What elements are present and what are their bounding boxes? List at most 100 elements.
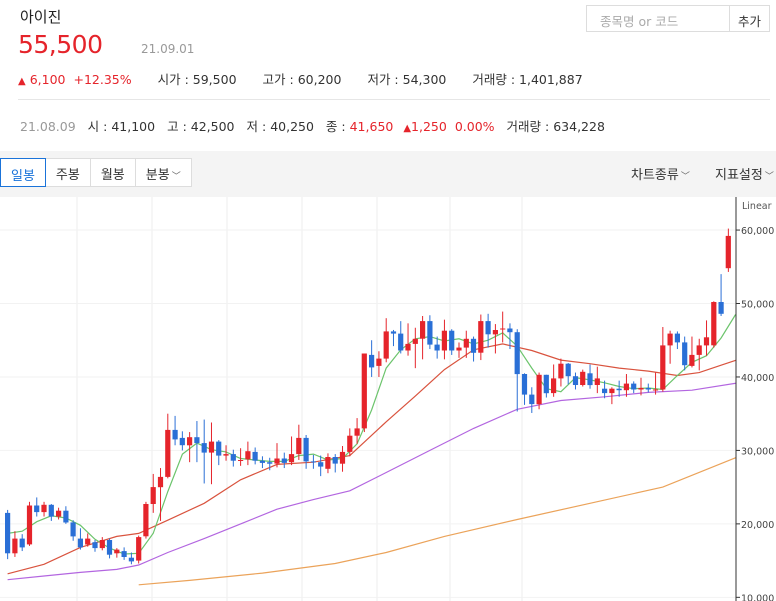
change-up-icon: ▲ [403,123,412,134]
prev-volume: 634,228 [553,119,605,134]
candle-body [703,337,710,346]
ma20-line [7,343,744,575]
candle-body [56,510,62,517]
y-tick-label: 50,000 [741,300,774,311]
candle-body [99,540,105,549]
candlestick-chart[interactable]: Linear 60,000 50,000 40,000 30,000 20,000 10,0… [0,197,776,601]
candle-body [347,435,353,452]
low-value: 54,300 [402,72,447,87]
tab-daily[interactable]: 일봉 [0,158,46,187]
candle-body [718,302,724,314]
prev-close-label: 종 [325,119,338,134]
prev-high-label: 고 [167,119,179,134]
candle-body [172,429,178,440]
price-change: 6,100 [29,72,66,87]
candle-body [434,344,440,351]
candle-body [5,512,11,554]
prev-open: 41,100 [111,119,156,134]
candle-body [383,331,389,359]
candle-body [136,537,142,561]
candle-body [696,345,702,355]
candle-body [623,383,629,391]
candle-body [652,389,659,391]
candle-body [230,454,236,461]
price-axis-background [736,197,776,601]
candle-body [150,487,156,504]
y-tick-label: 10,000 [741,593,774,601]
indicator-label: 지표설정 [715,168,763,183]
candle-body [106,540,113,555]
tab-minute[interactable]: 분봉 ﹀ [134,159,191,186]
candle-body [318,462,324,467]
candle-body [194,437,200,444]
candle-body [121,551,127,557]
stock-search-input[interactable]: 종목명 or 코드 [586,5,730,32]
candle-body [26,505,33,545]
price-change-pct: +12.35% [73,72,132,87]
add-stock-button[interactable]: 추가 [730,5,770,32]
price-stats: ▲ 6,100 +12.35% 시가 : 59,500 고가 : 60,200 … [18,69,583,88]
candle-body [361,353,367,429]
candle-body [63,510,69,523]
candle-body [259,460,265,463]
candle-body [179,437,185,446]
colon: : [258,119,271,134]
candle-body [580,371,586,385]
scale-mode-label: Linear [742,201,772,212]
candle-body [376,358,382,366]
candle-body [92,542,98,549]
candle-body [245,451,251,460]
candle-body [463,338,469,348]
indicator-settings-dropdown[interactable]: 지표설정 ﹀ [715,164,774,183]
candle-body [85,538,91,545]
candle-body [412,338,418,344]
candle-body [565,363,571,377]
prev-change: 1,250 [411,119,447,134]
tab-monthly[interactable]: 월봉 [89,159,135,186]
candle-body [143,504,149,537]
candle-body [492,330,498,335]
candle-body [296,437,302,455]
prev-day-info: 21.08.09 시 : 41,100 고 : 42,500 저 : 40,25… [20,116,605,135]
candle-body [274,458,280,464]
candle-body [157,476,164,488]
candle-body [616,388,622,391]
stock-name: 아이진 [20,8,62,26]
chart-type-dropdown[interactable]: 차트종류 ﹀ [631,164,690,183]
candle-body [551,378,557,394]
candle-body [216,441,222,456]
candle-body [325,457,331,469]
candle-body [223,454,229,456]
candle-body [427,321,433,345]
candle-body [252,451,258,461]
candle-body [303,437,309,462]
candle-body [41,504,47,513]
prev-close: 41,650 [349,119,394,134]
candle-body [660,345,666,390]
candle-body [48,504,54,517]
y-tick-label: 60,000 [741,226,774,237]
chevron-down-icon: ﹀ [680,172,690,182]
chart-type-label: 차트종류 [631,168,679,183]
candle-body [638,388,644,390]
volume-label: 거래량 [472,72,507,87]
prev-volume-label: 거래량 [506,119,542,134]
ma60-line [7,381,743,581]
current-price: 55,500 [18,30,103,59]
ma120-line [138,454,744,586]
candle-body [405,343,411,351]
candle-body [631,383,637,390]
candle-body [572,376,579,385]
candle-body [339,451,346,464]
divider [18,99,770,100]
candle-body [645,388,651,390]
candle-body [310,461,316,463]
candle-body [441,330,447,351]
tab-weekly[interactable]: 주봉 [44,159,90,186]
chart-canvas[interactable]: Linear 60,000 50,000 40,000 30,000 20,000 10,0… [0,197,776,601]
candle-body [128,557,134,562]
open-label: 시가 [157,72,181,87]
open-value: 59,500 [192,72,237,87]
y-tick-label: 40,000 [741,373,774,384]
candle-body [478,321,484,353]
